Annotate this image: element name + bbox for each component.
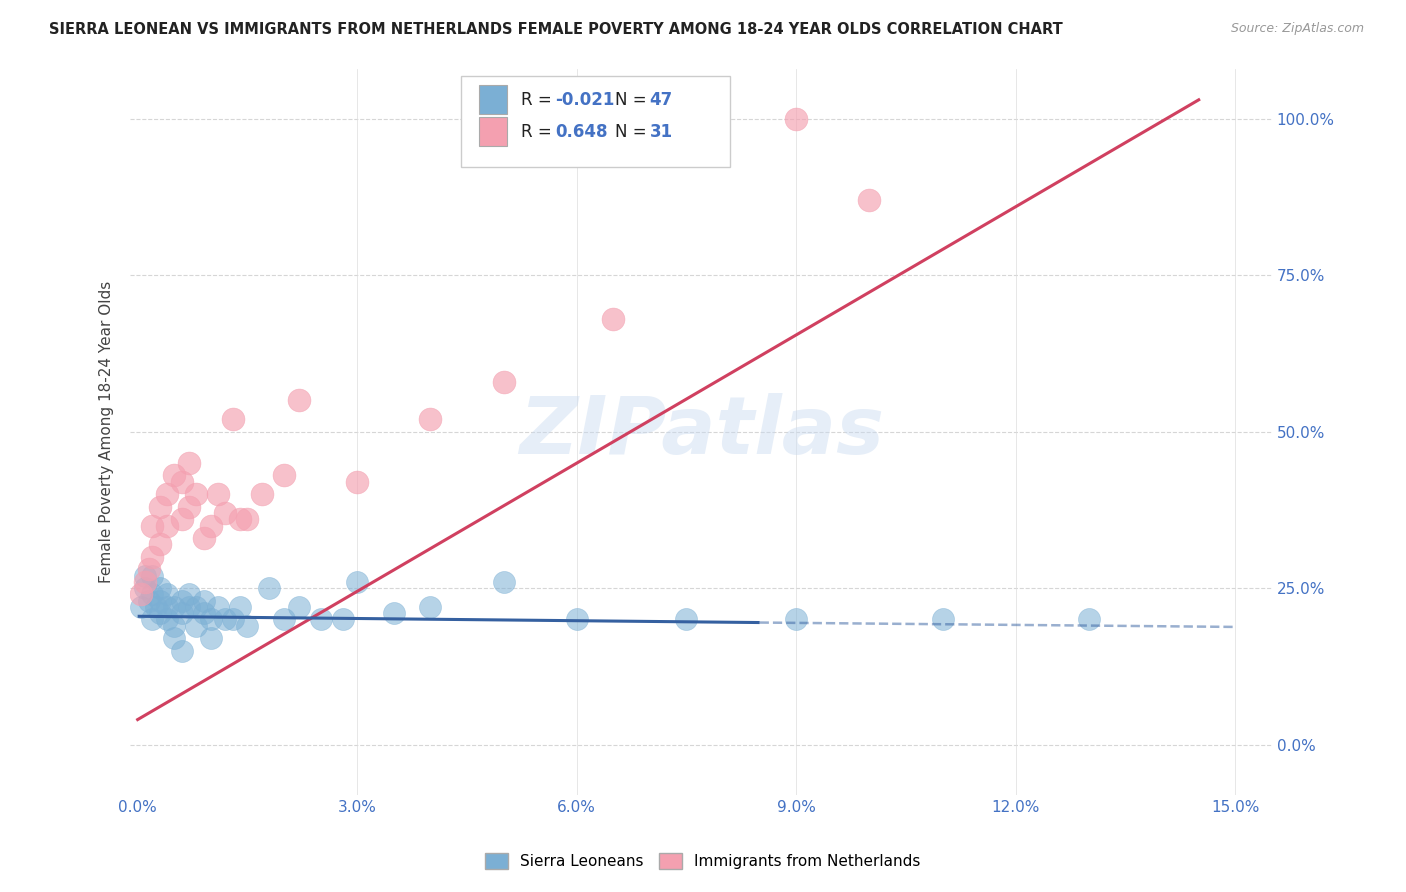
Point: [419, 412, 441, 426]
Y-axis label: Female Poverty Among 18-24 Year Olds: Female Poverty Among 18-24 Year Olds: [100, 280, 114, 582]
Point: [131, 599, 153, 614]
Point: [565, 612, 588, 626]
Point: [236, 618, 259, 632]
Point: [200, 518, 222, 533]
Point: [163, 618, 186, 632]
Text: Source: ZipAtlas.com: Source: ZipAtlas.com: [1230, 22, 1364, 36]
Text: 31: 31: [650, 123, 673, 141]
Point: [287, 393, 309, 408]
Point: [200, 612, 222, 626]
Point: [309, 612, 332, 626]
Point: [138, 593, 160, 607]
Point: [170, 512, 193, 526]
Point: [858, 193, 880, 207]
Point: [134, 568, 156, 582]
Point: [492, 375, 515, 389]
Text: R =: R =: [520, 123, 557, 141]
Point: [138, 562, 160, 576]
Point: [170, 606, 193, 620]
Point: [149, 500, 172, 514]
Text: 47: 47: [650, 91, 673, 109]
Point: [229, 512, 252, 526]
FancyBboxPatch shape: [461, 76, 730, 167]
Point: [177, 456, 200, 470]
Point: [675, 612, 697, 626]
Point: [229, 599, 252, 614]
Point: [186, 487, 208, 501]
Point: [419, 599, 441, 614]
Point: [273, 612, 295, 626]
Point: [177, 500, 200, 514]
Point: [186, 618, 208, 632]
Point: [149, 593, 172, 607]
Point: [156, 587, 179, 601]
Point: [214, 612, 236, 626]
Point: [163, 631, 186, 645]
Text: N =: N =: [616, 91, 652, 109]
Point: [200, 631, 222, 645]
Point: [149, 606, 172, 620]
Point: [382, 606, 405, 620]
Point: [332, 612, 354, 626]
Point: [785, 612, 807, 626]
Point: [177, 587, 200, 601]
Point: [931, 612, 953, 626]
Point: [346, 475, 368, 489]
Text: SIERRA LEONEAN VS IMMIGRANTS FROM NETHERLANDS FEMALE POVERTY AMONG 18-24 YEAR OL: SIERRA LEONEAN VS IMMIGRANTS FROM NETHER…: [49, 22, 1063, 37]
Legend: Sierra Leoneans, Immigrants from Netherlands: Sierra Leoneans, Immigrants from Netherl…: [479, 847, 927, 875]
Point: [149, 537, 172, 551]
FancyBboxPatch shape: [478, 86, 508, 114]
Point: [193, 531, 215, 545]
Point: [134, 581, 156, 595]
Point: [156, 612, 179, 626]
Point: [141, 587, 163, 601]
Point: [149, 581, 172, 595]
Point: [141, 612, 163, 626]
Point: [163, 468, 186, 483]
Point: [1078, 612, 1101, 626]
Point: [273, 468, 295, 483]
FancyBboxPatch shape: [478, 117, 508, 146]
Point: [131, 587, 153, 601]
Text: ZIPatlas: ZIPatlas: [519, 392, 883, 471]
Point: [141, 549, 163, 564]
Point: [170, 644, 193, 658]
Text: N =: N =: [616, 123, 652, 141]
Point: [193, 593, 215, 607]
Point: [236, 512, 259, 526]
Point: [170, 593, 193, 607]
Point: [156, 518, 179, 533]
Point: [250, 487, 273, 501]
Point: [346, 574, 368, 589]
Point: [207, 487, 229, 501]
Point: [193, 606, 215, 620]
Point: [259, 581, 281, 595]
Text: 0.648: 0.648: [555, 123, 607, 141]
Point: [222, 412, 245, 426]
Point: [156, 599, 179, 614]
Point: [222, 612, 245, 626]
Point: [492, 574, 515, 589]
Point: [156, 487, 179, 501]
Text: R =: R =: [520, 91, 557, 109]
Point: [785, 112, 807, 126]
Point: [141, 518, 163, 533]
Point: [287, 599, 309, 614]
Point: [207, 599, 229, 614]
Point: [141, 568, 163, 582]
Text: -0.021: -0.021: [555, 91, 614, 109]
Point: [186, 599, 208, 614]
Point: [134, 574, 156, 589]
Point: [145, 599, 167, 614]
Point: [602, 312, 624, 326]
Point: [163, 599, 186, 614]
Point: [170, 475, 193, 489]
Point: [214, 506, 236, 520]
Point: [177, 599, 200, 614]
